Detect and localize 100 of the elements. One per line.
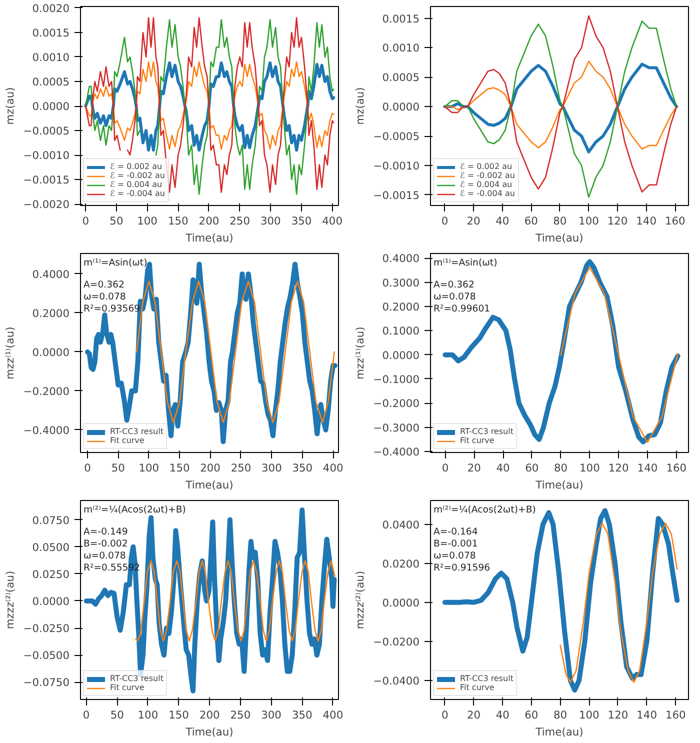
y-tick-label: −0.0005	[23, 124, 70, 138]
x-tick-label: 200	[199, 708, 220, 722]
x-tick-label: 140	[637, 462, 658, 474]
y-tick-label: 0.0010	[382, 42, 420, 55]
legend-label: RT-CC3 result	[460, 427, 514, 436]
x-tick-label: 300	[260, 214, 282, 228]
y-tick-label: −0.0015	[373, 188, 420, 202]
x-tick-label: 50	[110, 708, 124, 722]
annotation: m⁽²⁾=¼(Acos(2ωt)+B)	[434, 504, 536, 516]
y-tick-label: 0.4000	[382, 252, 420, 266]
y-tick-label: −0.0500	[23, 649, 70, 662]
x-axis-title: Time(au)	[184, 232, 234, 244]
x-tick-label: 100	[580, 462, 600, 474]
legend-label: ℰ = 0.002 au	[460, 162, 512, 171]
y-tick-label: 0.0000	[382, 596, 420, 610]
x-tick-label: 200	[198, 214, 220, 228]
x-tick-label: 400	[322, 462, 344, 474]
y-tick-label: 0.2000	[32, 306, 70, 320]
x-tick-label: 0	[441, 214, 448, 228]
legend-label: Fit curve	[460, 436, 494, 445]
x-axis-title: Time(au)	[534, 232, 584, 244]
legend-label: ℰ = -0.002 au	[110, 171, 165, 180]
x-tick-label: 50	[110, 214, 124, 228]
x-tick-label: 0	[442, 462, 449, 474]
legend-label: Fit curve	[110, 683, 144, 692]
x-tick-label: 100	[138, 708, 158, 722]
y-axis-title: mzz⁽¹⁾(au)	[353, 326, 366, 380]
y-tick-label: −0.4000	[23, 424, 70, 437]
x-tick-label: 100	[578, 214, 600, 228]
x-tick-label: 0	[82, 214, 90, 228]
y-tick-label: 0.0015	[382, 12, 420, 26]
x-tick-label: 40	[496, 214, 510, 228]
x-tick-label: 160	[664, 214, 686, 228]
y-tick-label: 0.0005	[32, 75, 70, 88]
line-series	[560, 522, 678, 683]
x-tick-label: 20	[466, 214, 481, 228]
x-tick-label: 200	[200, 462, 221, 474]
annotation: m⁽²⁾=¼(Acos(2ωt)+B)	[84, 504, 186, 516]
x-tick-label: 40	[496, 462, 510, 474]
x-axis-title: Time(au)	[184, 478, 234, 492]
annotation: ω=0.078	[84, 550, 126, 562]
y-tick-label: 0.0000	[32, 100, 70, 113]
annotation: B=-0.002	[84, 538, 128, 550]
y-axis-title: mzzz⁽²⁾(au)	[353, 570, 366, 630]
x-tick-label: 160	[665, 708, 686, 722]
y-tick-label: 0.0000	[382, 348, 420, 362]
y-tick-label: 0.0200	[382, 557, 420, 570]
annotation: A=-0.149	[84, 526, 128, 538]
y-tick-label: −0.0015	[23, 174, 70, 187]
x-tick-label: 120	[608, 462, 629, 474]
x-tick-label: 40	[496, 708, 510, 722]
y-tick-label: −0.3000	[373, 421, 420, 434]
x-tick-label: 100	[137, 214, 158, 228]
line-series	[560, 266, 678, 443]
y-tick-label: −0.0020	[23, 198, 70, 212]
y-tick-label: 0.0500	[32, 540, 70, 554]
x-tick-label: 20	[467, 462, 482, 474]
y-tick-label: 0.0010	[32, 50, 70, 64]
annotation: R²=0.91596	[434, 562, 490, 574]
x-axis-title: Time(au)	[534, 726, 584, 738]
x-axis-title: Time(au)	[184, 726, 234, 738]
x-tick-label: 150	[169, 462, 190, 474]
y-tick-label: 0.0005	[382, 71, 420, 84]
x-tick-label: 150	[168, 708, 190, 722]
annotation: A=0.362	[84, 280, 124, 290]
x-tick-label: 350	[292, 462, 313, 474]
y-tick-label: −0.0750	[23, 676, 70, 690]
x-tick-label: 350	[292, 708, 313, 722]
x-tick-label: 20	[466, 708, 481, 722]
y-axis-title: mz(au)	[3, 87, 16, 125]
y-tick-label: 0.0250	[32, 568, 70, 581]
x-tick-label: 0	[82, 708, 90, 722]
annotation: m⁽¹⁾=Asin(ωt)	[434, 258, 498, 268]
annotation: ω=0.078	[84, 292, 126, 302]
y-tick-label: 0.0000	[382, 100, 420, 114]
x-tick-label: 100	[138, 462, 160, 474]
x-tick-label: 120	[607, 214, 628, 228]
legend-label: Fit curve	[460, 683, 494, 692]
x-tick-label: 150	[168, 214, 189, 228]
x-tick-label: 300	[261, 708, 282, 722]
legend-label: RT-CC3 result	[460, 674, 514, 683]
x-tick-label: 80	[553, 214, 567, 228]
x-tick-label: 0	[442, 708, 449, 722]
y-tick-label: 0.0020	[32, 2, 70, 15]
x-tick-label: 350	[291, 214, 312, 228]
y-tick-label: 0.3000	[382, 276, 420, 290]
y-tick-label: −0.0010	[23, 149, 70, 162]
y-tick-label: 0.4000	[32, 268, 70, 281]
x-tick-label: 140	[636, 708, 658, 722]
y-tick-label: 0.2000	[382, 300, 420, 314]
y-tick-label: −0.2000	[373, 397, 420, 410]
y-tick-label: −0.4000	[373, 446, 420, 459]
x-tick-label: 140	[636, 214, 657, 228]
y-tick-label: 0.0750	[32, 514, 70, 527]
y-tick-label: −0.0400	[373, 674, 420, 688]
x-tick-label: 400	[322, 214, 343, 228]
legend-label: ℰ = -0.004 au	[460, 189, 515, 198]
x-tick-label: 160	[666, 462, 687, 474]
legend-label: RT-CC3 result	[110, 427, 164, 436]
y-axis-title: mzzz⁽²⁾(au)	[3, 570, 16, 630]
